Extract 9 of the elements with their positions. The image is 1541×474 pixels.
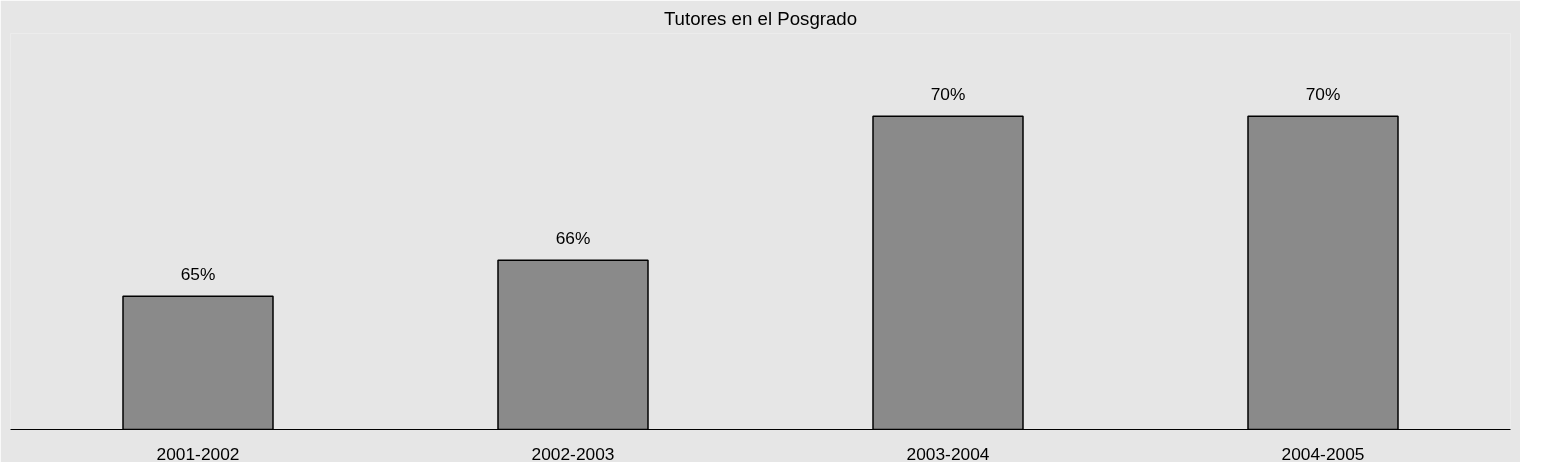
x-tick-label: 2003-2004 [906, 443, 990, 464]
x-tick-label: 2004-2005 [1281, 443, 1365, 464]
data-label: 65% [180, 264, 216, 285]
data-label: 70% [1305, 84, 1341, 105]
x-tick-label: 2001-2002 [156, 443, 240, 464]
chart-title: Tutores en el Posgrado [663, 7, 858, 29]
x-tick-label: 2002-2003 [531, 443, 615, 464]
data-label: 66% [555, 228, 591, 249]
data-label: 70% [930, 84, 966, 105]
